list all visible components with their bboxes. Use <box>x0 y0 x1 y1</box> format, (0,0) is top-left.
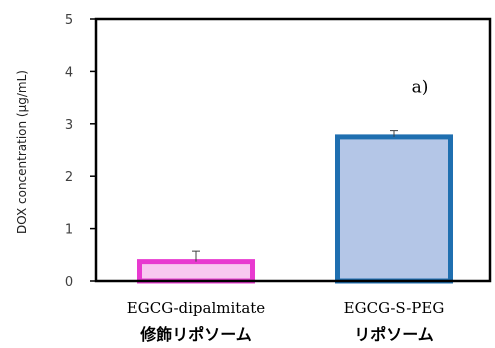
y-tick-label: 3 <box>65 118 73 133</box>
category-label-line1: EGCG-S-PEG <box>344 299 445 317</box>
bar <box>335 134 453 284</box>
y-tick-label: 5 <box>65 13 73 28</box>
category-label-line2: 修飾リポソーム <box>139 325 252 344</box>
bars <box>137 134 453 284</box>
y-tick-label: 0 <box>65 275 73 290</box>
bar <box>137 259 255 284</box>
category-label-line2: リポソーム <box>354 325 434 344</box>
y-tick-label: 2 <box>65 170 73 185</box>
error-bars <box>192 130 398 262</box>
y-tick-label: 1 <box>65 223 73 238</box>
y-tick-label: 4 <box>65 65 73 80</box>
y-axis-label: DOX concentration (μg/mL) <box>15 70 29 234</box>
plot-frame <box>94 17 492 283</box>
y-axis-ticks: 0 1 2 3 4 5 <box>65 13 96 290</box>
category-label-line1: EGCG-dipalmitate <box>127 299 265 317</box>
annotation-label: a) <box>412 78 429 98</box>
annotations: a) <box>412 78 429 98</box>
category-labels: EGCG-dipalmitate 修飾リポソーム EGCG-S-PEG リポソーム <box>127 299 445 344</box>
